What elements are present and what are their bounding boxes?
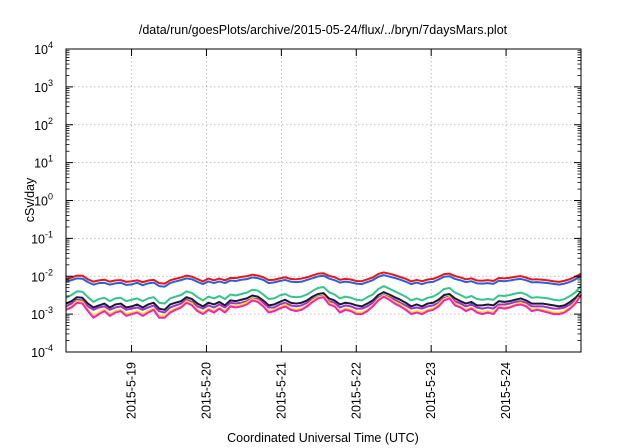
series-line <box>65 285 582 305</box>
y-tick-label: 101 <box>34 154 53 171</box>
series-lines <box>65 271 582 319</box>
x-tick-label: 2015-5-23 <box>424 362 438 419</box>
series-line <box>65 274 582 288</box>
x-tick-label: 2015-5-22 <box>349 362 363 419</box>
series-line <box>65 271 582 285</box>
y-tick-label: 10-4 <box>31 343 53 360</box>
x-tick-label: 2015-5-20 <box>199 362 213 419</box>
x-axis-label: Coordinated Universal Time (UTC) <box>227 431 419 445</box>
y-tick-label: 10-1 <box>31 229 53 246</box>
y-tick-label: 103 <box>34 78 53 95</box>
y-tick-label: 10-3 <box>31 305 53 322</box>
x-axis: 2015-5-19 2015-5-20 2015-5-21 2015-5-22 2015… <box>125 49 513 419</box>
chart-title: /data/run/goesPlots/archive/2015-05-24/f… <box>139 23 508 37</box>
y-tick-label: 104 <box>34 40 53 57</box>
y-tick-label: 102 <box>34 116 53 133</box>
x-tick-label: 2015-5-24 <box>499 362 513 419</box>
x-tick-label: 2015-5-19 <box>125 362 139 419</box>
y-axis-label: cSv/day <box>23 177 37 222</box>
series-line <box>65 291 582 311</box>
y-tick-label: 10-2 <box>31 267 53 284</box>
series-line <box>65 294 582 319</box>
x-tick-label: 2015-5-21 <box>274 362 288 419</box>
